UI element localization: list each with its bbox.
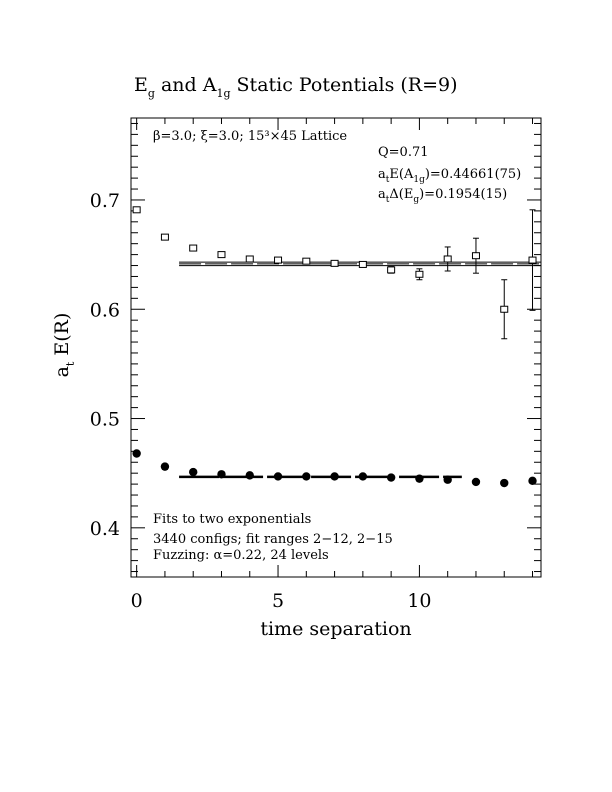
fit-energy-annotation: atE(A1g)=0.44661(75) [378,167,521,185]
y-tick-label: 0.6 [90,299,120,321]
lattice-annotation: β=3.0; ξ=3.0; 15³×45 Lattice [153,129,347,144]
y-tick-label: 0.5 [90,409,120,431]
data-point-circle [358,472,368,481]
data-point-square [132,206,141,214]
data-point-circle [471,477,481,487]
data-point-square [528,256,537,264]
y-axis-label: at E(R) [51,313,77,378]
data-point-circle [386,473,396,482]
data-point-square [274,256,283,264]
data-point-square [217,251,226,259]
data-point-circle [302,472,311,481]
y-tick-label: 0.7 [90,190,120,212]
fit-gap-annotation: atΔ(Eg)=0.1954(15) [378,187,507,205]
x-axis-label: time separation [260,618,411,640]
data-point-circle [415,474,424,483]
data-point-circle [132,449,141,458]
data-point-circle [500,478,509,488]
data-point-circle [443,475,452,484]
data-point-square [471,252,480,260]
x-axis-ticks: 0 5 10 [131,118,534,612]
q-annotation: Q=0.71 [378,145,429,160]
x-tick-label: 0 [131,590,143,612]
chart-title: Eg and A1g Static Potentials (R=9) [134,74,458,100]
note-fits: Fits to two exponentials [153,512,311,527]
data-point-circle [245,471,254,480]
data-point-circle [528,476,537,486]
data-point-square [443,255,452,263]
data-point-square [330,259,339,267]
plot-frame [130,117,542,578]
data-point-square [160,233,169,241]
data-point-square [387,266,396,274]
data-point-square [500,305,509,313]
x-tick-label: 5 [272,590,284,612]
note-configs: 3440 configs; fit ranges 2−12, 2−15 [153,532,393,547]
data-point-square [358,260,367,268]
data-point-circle [217,470,226,479]
x-tick-label: 10 [407,590,431,612]
y-tick-label: 0.4 [90,518,120,540]
series-ground-circles [132,449,537,488]
data-point-square [245,255,254,263]
data-point-circle [273,472,283,481]
data-point-square [189,244,198,252]
data-point-circle [330,472,339,481]
data-point-circle [160,462,170,471]
series-a1g-squares [132,206,537,340]
svg-text:at E(R): at E(R) [51,313,77,378]
data-point-square [415,270,424,278]
y-axis-ticks: 0.4 0.5 0.6 0.7 [90,122,541,573]
data-point-circle [189,467,198,477]
note-fuzzing: Fuzzing: α=0.22, 24 levels [153,548,329,563]
fit-lines [179,261,541,479]
data-point-square [302,257,311,265]
